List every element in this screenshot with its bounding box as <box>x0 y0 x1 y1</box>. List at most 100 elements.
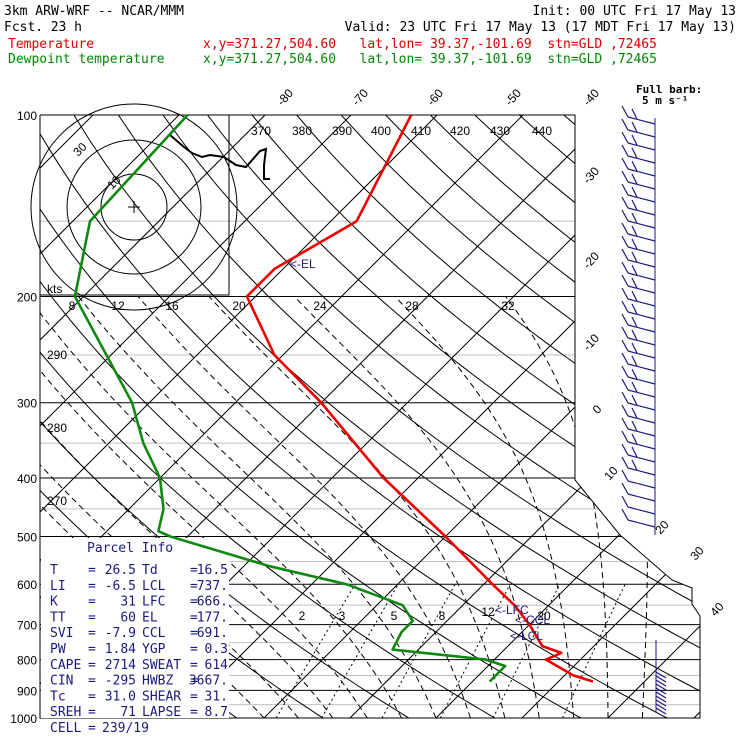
barb-shaft <box>627 116 656 125</box>
barb-flag <box>621 118 629 131</box>
barb-flag <box>631 212 638 224</box>
barb-flag <box>631 199 638 211</box>
parcel-eq: = <box>88 674 96 689</box>
dry-adiabat <box>40 115 668 718</box>
barb-shaft <box>627 298 656 307</box>
barb-shaft <box>627 363 656 372</box>
barb-flag <box>631 329 638 341</box>
parcel-label: SREH <box>50 705 81 720</box>
dry-adiabat <box>340 115 700 718</box>
mixing-ratio-line <box>492 583 561 718</box>
barb-shaft <box>627 337 656 346</box>
dry-adiabat <box>207 115 700 718</box>
barb-flag <box>631 225 638 237</box>
isotherm-label: 10 <box>601 463 621 483</box>
isotherm-line <box>0 115 7 718</box>
wind-barb <box>621 261 656 281</box>
parcel-label: SVI <box>50 626 73 641</box>
init-time: Init: 00 UTC Fri 17 May 13 <box>533 4 737 19</box>
parcel-eq: = <box>190 595 198 610</box>
parcel-label: SHEAR <box>142 689 181 704</box>
temperature-location: x,y=371.27,504.60 lat,lon= 39.37,-101.69… <box>203 37 657 52</box>
wind-barb <box>621 131 656 151</box>
barb-flag <box>621 248 629 261</box>
wind-barb <box>621 430 656 450</box>
barb-flag <box>621 417 629 430</box>
wind-barb <box>621 105 656 125</box>
parcel-label: CAPE <box>50 658 81 673</box>
barb-flag <box>631 459 638 471</box>
barb-flag <box>631 147 638 159</box>
moist-adiabat <box>394 296 575 718</box>
hodograph-speed-label: 12 <box>111 299 125 313</box>
parcel-eq: = <box>190 705 198 720</box>
temperature-legend: Temperature <box>8 37 94 52</box>
pressure-tick-label: 1000 <box>10 712 37 726</box>
moist-adiabat <box>40 296 368 718</box>
forecast-hour: 23 h <box>51 20 82 35</box>
wind-barbs <box>621 105 667 715</box>
parcel-value: 60 <box>120 610 136 625</box>
pressure-tick-label: 700 <box>17 619 37 633</box>
barb-flag <box>631 121 638 133</box>
hodograph-trace <box>169 134 270 180</box>
wind-barb <box>621 222 656 242</box>
wind-barb <box>621 300 656 320</box>
barb-flag <box>631 355 638 367</box>
theta-label: 380 <box>292 124 312 138</box>
parcel-label: LI <box>50 579 66 594</box>
lower-barb <box>655 695 667 703</box>
parcel-label: Tc <box>50 689 66 704</box>
wind-barb <box>621 417 656 437</box>
parcel-value: 31.0 <box>105 689 136 704</box>
parcel-value: 1.84 <box>105 642 136 657</box>
theta-label: 390 <box>332 124 352 138</box>
parcel-eq: = <box>88 642 96 657</box>
barb-flag <box>621 300 629 313</box>
hodograph-ring-label-30: 30 <box>70 140 90 160</box>
barb-flag <box>631 108 638 120</box>
barb-shaft <box>627 259 656 268</box>
mixing-ratio-label: 20 <box>537 609 551 623</box>
barb-flag <box>631 394 638 406</box>
moist-adiabat <box>78 296 437 718</box>
lower-barb <box>655 683 667 691</box>
barb-flag <box>631 290 638 302</box>
isotherm-line <box>607 115 700 718</box>
dry-adiabat <box>697 115 700 718</box>
isotherm-label: 40 <box>707 599 727 619</box>
wind-barb <box>621 209 656 229</box>
dry-adiabat <box>40 115 582 718</box>
lower-barb <box>655 687 667 695</box>
barb-shaft <box>627 506 656 515</box>
parcel-value: 3667. <box>189 674 228 689</box>
barb-flag <box>621 131 629 144</box>
barb-flag <box>631 381 638 393</box>
parcel-label: PW <box>50 642 66 657</box>
wind-barb <box>621 235 656 255</box>
wind-barb <box>621 508 656 528</box>
wind-barb <box>621 118 656 138</box>
wind-barb <box>621 391 656 411</box>
parcel-label: LAPSE <box>142 705 181 720</box>
barb-shaft <box>627 168 656 177</box>
barb-shaft <box>627 181 656 190</box>
dry-adiabat <box>251 115 700 718</box>
pressure-tick-label: 200 <box>17 291 37 305</box>
wind-barb <box>621 469 656 489</box>
temperature-trace <box>245 114 594 683</box>
isotherm-line <box>263 115 700 718</box>
parcel-eq: = <box>88 626 96 641</box>
wind-barb <box>621 183 656 203</box>
dry-adiabat <box>563 115 700 718</box>
hodograph-speed-label: 16 <box>165 299 179 313</box>
lower-barb <box>655 671 667 679</box>
forecast-label: Fcst. <box>4 20 43 35</box>
wind-barb <box>621 157 656 177</box>
barb-shaft <box>627 350 656 359</box>
barb-shaft <box>627 285 656 294</box>
moist-adiabat <box>40 315 334 718</box>
barb-shaft <box>627 129 656 138</box>
barb-flag <box>621 352 629 365</box>
barb-flag <box>621 378 629 391</box>
